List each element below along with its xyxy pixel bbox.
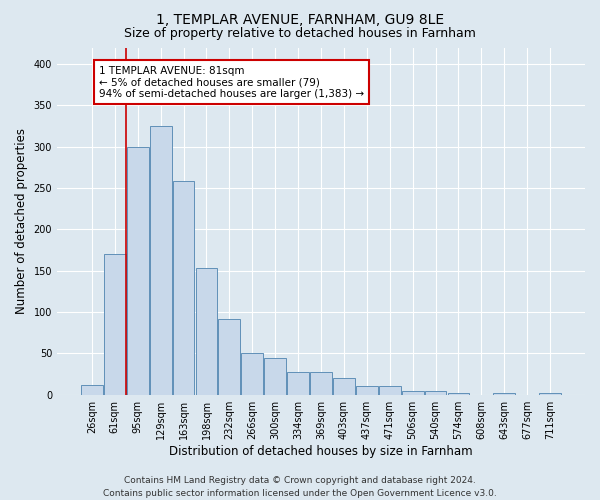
Bar xyxy=(218,320,240,394)
Bar xyxy=(287,372,309,394)
Bar xyxy=(104,254,126,394)
Text: Contains HM Land Registry data © Crown copyright and database right 2024.
Contai: Contains HM Land Registry data © Crown c… xyxy=(103,476,497,498)
Bar xyxy=(333,378,355,394)
Bar xyxy=(425,390,446,394)
Bar xyxy=(81,385,103,394)
Bar xyxy=(493,393,515,394)
Bar xyxy=(241,354,263,395)
Bar xyxy=(448,393,469,394)
Bar xyxy=(196,268,217,394)
Text: 1, TEMPLAR AVENUE, FARNHAM, GU9 8LE: 1, TEMPLAR AVENUE, FARNHAM, GU9 8LE xyxy=(156,12,444,26)
Bar xyxy=(356,386,378,394)
Text: Size of property relative to detached houses in Farnham: Size of property relative to detached ho… xyxy=(124,28,476,40)
Bar xyxy=(539,393,561,394)
Bar xyxy=(402,390,424,394)
X-axis label: Distribution of detached houses by size in Farnham: Distribution of detached houses by size … xyxy=(169,444,473,458)
Y-axis label: Number of detached properties: Number of detached properties xyxy=(15,128,28,314)
Text: 1 TEMPLAR AVENUE: 81sqm
← 5% of detached houses are smaller (79)
94% of semi-det: 1 TEMPLAR AVENUE: 81sqm ← 5% of detached… xyxy=(99,66,364,99)
Bar xyxy=(150,126,172,394)
Bar xyxy=(265,358,286,394)
Bar xyxy=(173,182,194,394)
Bar xyxy=(379,386,401,394)
Bar xyxy=(310,372,332,394)
Bar xyxy=(127,146,149,394)
